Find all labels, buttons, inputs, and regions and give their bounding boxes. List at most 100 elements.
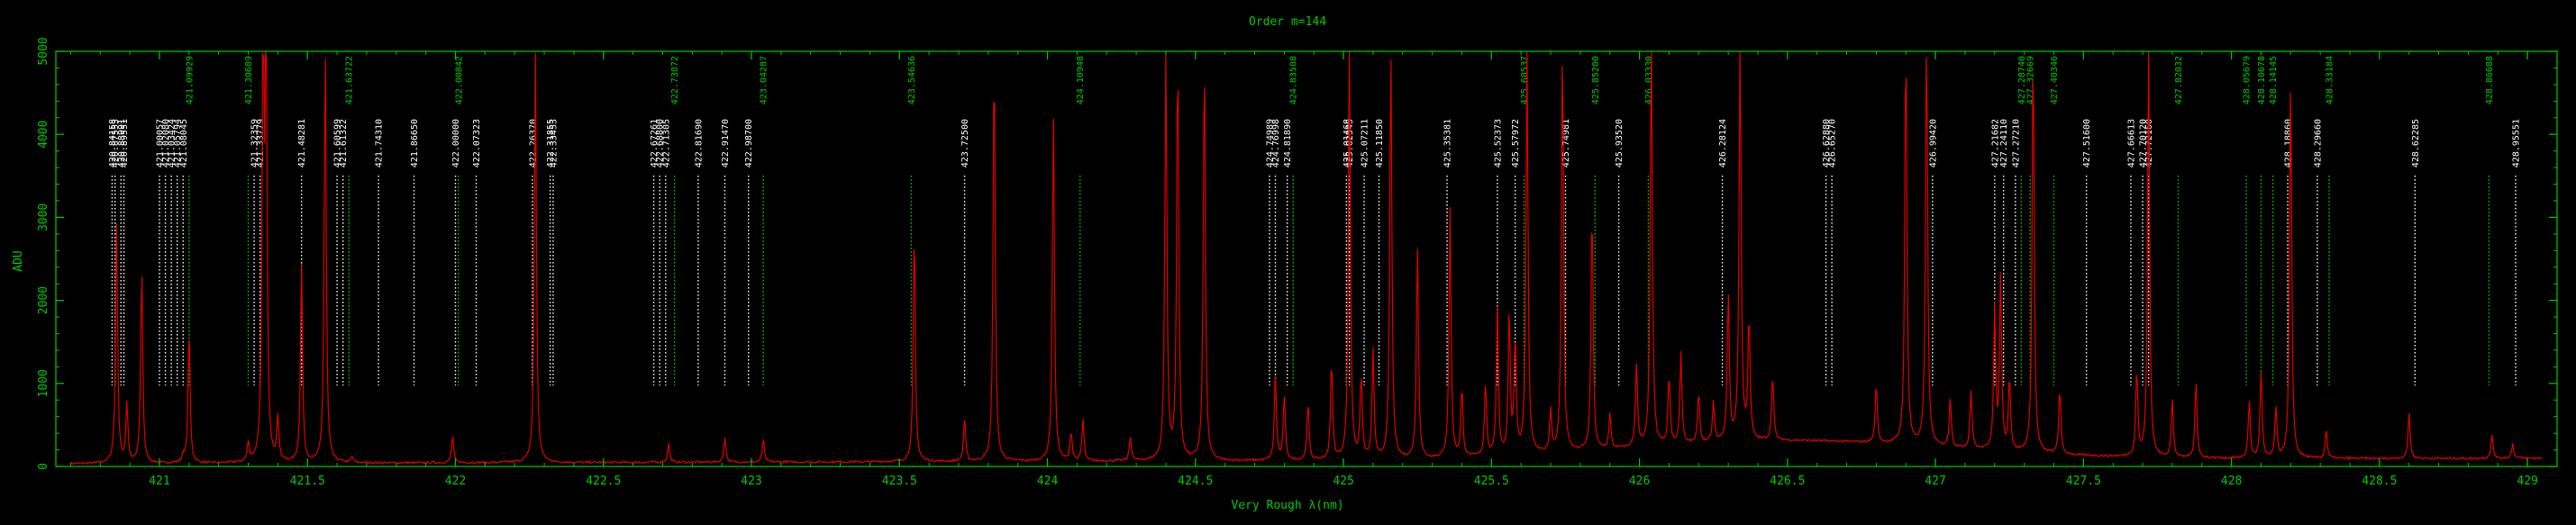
x-tick-label: 424 bbox=[1037, 475, 1059, 488]
line-marker-label: 428.14145 bbox=[2269, 56, 2279, 104]
x-tick-label: 428.5 bbox=[2362, 475, 2397, 488]
y-tick-label: 2000 bbox=[37, 286, 50, 314]
line-marker-label: 421.33779 bbox=[256, 119, 266, 167]
line-marker-label: 421.03424 bbox=[168, 119, 177, 167]
line-marker-label: 426.62880 bbox=[1822, 119, 1832, 167]
line-marker-label: 426.65270 bbox=[1828, 119, 1838, 167]
x-tick-label: 425 bbox=[1333, 475, 1353, 488]
line-marker-label: 422.68800 bbox=[656, 119, 666, 167]
line-marker-label: 425.35381 bbox=[1443, 119, 1453, 167]
line-marker-label: 428.05679 bbox=[2243, 56, 2253, 104]
line-marker-label: 421.09929 bbox=[185, 56, 195, 104]
line-marker-label: 428.29660 bbox=[2313, 119, 2323, 167]
y-tick-label: 4000 bbox=[37, 121, 50, 149]
line-marker-label: 424.10948 bbox=[1076, 56, 1086, 104]
x-tick-label: 427 bbox=[1925, 475, 1945, 488]
y-tick-label: 1000 bbox=[37, 369, 50, 397]
line-marker-label: 422.91470 bbox=[721, 119, 731, 167]
plot-frame bbox=[55, 50, 2558, 467]
x-axis: 421 421.5 422 422.5 423 423.5 424 424.5 425 425.5… bbox=[69, 51, 2558, 488]
line-marker-label: 424.74989 bbox=[1265, 119, 1275, 167]
line-marker-label: 426.99420 bbox=[1928, 119, 1938, 167]
x-tick-label: 425.5 bbox=[1474, 475, 1509, 488]
chart-title: Order m=144 bbox=[1249, 15, 1326, 29]
line-marker-label: 426.28124 bbox=[1718, 119, 1728, 167]
line-marker-label: 421.60599 bbox=[333, 119, 343, 167]
line-marker-label: 427.24110 bbox=[1999, 119, 2009, 167]
line-marker-label: 428.18860 bbox=[2284, 119, 2294, 167]
line-marker-label: 420.89551 bbox=[120, 119, 130, 167]
line-marker-label: 422.98700 bbox=[744, 119, 754, 167]
line-marker-label: 422.71305 bbox=[661, 119, 671, 167]
x-tick-label: 428 bbox=[2221, 475, 2242, 488]
line-marker-label: 422.67261 bbox=[650, 119, 660, 167]
line-marker-label: 425.11850 bbox=[1375, 119, 1385, 167]
x-tick-label: 426.5 bbox=[1770, 475, 1805, 488]
line-marker-label: 421.63722 bbox=[345, 56, 355, 104]
line-marker-label: 425.85200 bbox=[1591, 56, 1601, 104]
y-axis: 0 1000 2000 3000 4000 5000 bbox=[37, 37, 2557, 470]
line-marker-label: 425.57972 bbox=[1511, 119, 1521, 167]
line-marker-label: 427.66613 bbox=[2126, 119, 2136, 167]
line-marker-label: 421.08045 bbox=[179, 119, 189, 167]
line-marker-label: 427.70120 bbox=[2139, 119, 2149, 167]
line-marker-label: 420.84158 bbox=[108, 119, 118, 167]
line-marker-label: 425.01468 bbox=[1343, 119, 1352, 167]
line-marker-label: 421.32359 bbox=[250, 119, 260, 167]
line-marker-label: 427.82032 bbox=[2174, 56, 2184, 104]
line-marker-label: 424.83508 bbox=[1289, 56, 1299, 104]
line-marker-label: 421.61322 bbox=[339, 119, 349, 167]
line-marker-label: 422.31855 bbox=[546, 119, 556, 167]
line-marker-label: 427.27210 bbox=[2011, 119, 2021, 167]
line-marker-label: 426.03330 bbox=[1644, 56, 1654, 104]
line-marker-label: 425.93520 bbox=[1615, 119, 1625, 167]
line-marker-label: 420.88991 bbox=[117, 119, 127, 167]
line-marker-label: 422.81690 bbox=[694, 119, 704, 167]
line-marker-label: 424.81890 bbox=[1283, 119, 1293, 167]
line-marker-label: 422.73872 bbox=[670, 56, 680, 104]
line-marker-label: 428.33184 bbox=[2326, 56, 2335, 104]
line-marker-label: 428.86688 bbox=[2485, 56, 2495, 104]
x-tick-label: 423.5 bbox=[882, 475, 917, 488]
line-marker-label: 422.33453 bbox=[549, 119, 559, 167]
line-marker-label: 427.40346 bbox=[2050, 56, 2060, 104]
line-marker-label: 424.76998 bbox=[1271, 119, 1281, 167]
line-marker-label: 428.62285 bbox=[2411, 119, 2421, 167]
line-marker-label: 422.00842 bbox=[454, 56, 464, 104]
x-tick-label: 421 bbox=[149, 475, 169, 488]
line-marker-label: 427.21682 bbox=[1990, 119, 2000, 167]
x-tick-label: 422.5 bbox=[586, 475, 621, 488]
line-marker-label: 421.48281 bbox=[297, 119, 307, 167]
x-tick-label: 424.5 bbox=[1178, 475, 1213, 488]
line-marker-label: 423.72500 bbox=[960, 119, 970, 167]
line-marker-label: 422.26370 bbox=[528, 119, 538, 167]
line-marker-label: 425.07211 bbox=[1361, 119, 1370, 167]
line-marker-label: 427.32669 bbox=[2026, 56, 2036, 104]
line-marker-label: 421.00057 bbox=[155, 119, 165, 167]
y-tick-label: 3000 bbox=[37, 204, 50, 231]
x-tick-label: 429 bbox=[2517, 475, 2537, 488]
line-marker-label: 421.02080 bbox=[161, 119, 171, 167]
line-marker-label: 422.07323 bbox=[472, 119, 482, 167]
spectrum-line bbox=[69, 50, 2543, 466]
y-tick-label: 0 bbox=[37, 463, 50, 470]
x-tick-label: 422 bbox=[445, 475, 466, 488]
line-marker-label: 423.54636 bbox=[907, 56, 917, 104]
line-marker-label: 428.95551 bbox=[2512, 119, 2522, 167]
line-marker-label: 421.30689 bbox=[244, 56, 254, 104]
line-marker-label: 425.74981 bbox=[1561, 119, 1571, 167]
line-marker-label: 422.00000 bbox=[451, 119, 461, 167]
x-tick-label: 426 bbox=[1629, 475, 1650, 488]
line-marker-label: 427.28740 bbox=[2017, 56, 2027, 104]
x-axis-label: Very Rough λ(nm) bbox=[1231, 499, 1343, 512]
line-marker-label: 421.74310 bbox=[375, 119, 385, 167]
y-axis-label: ADU bbox=[12, 250, 25, 271]
line-marker-label: 428.10678 bbox=[2257, 56, 2267, 104]
line-marker-label: 427.51600 bbox=[2082, 119, 2092, 167]
line-marker-label: 423.04287 bbox=[760, 56, 769, 104]
line-marker-label: 421.05794 bbox=[173, 119, 183, 167]
y-tick-label: 5000 bbox=[37, 37, 50, 65]
line-marker-label: 420.87553 bbox=[111, 119, 121, 167]
